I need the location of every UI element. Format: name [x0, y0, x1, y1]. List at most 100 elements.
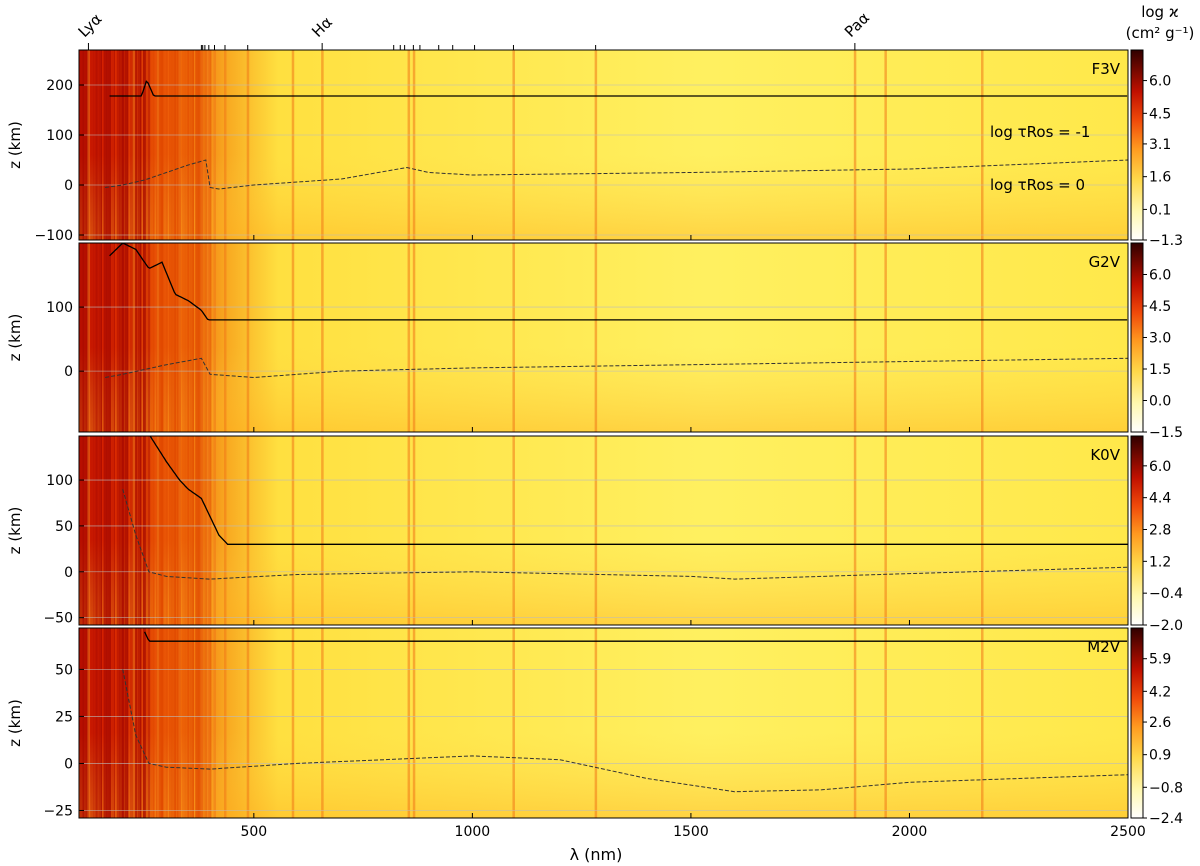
- heatmap-stripe: [95, 436, 98, 625]
- absorption-column: [213, 50, 216, 240]
- absorption-column: [223, 628, 227, 818]
- absorption-column: [200, 436, 203, 625]
- heatmap-stripe: [106, 436, 112, 625]
- absorption-column: [412, 243, 416, 432]
- y-axis-label: z (km): [6, 314, 24, 362]
- panel-k0v: K0V −50 0 50 100 z (km) −2.0 −0.4 1.2 2.8 4.4 6.0: [6, 435, 1183, 634]
- heatmap-stripe: [134, 243, 137, 432]
- y-tick-label: 0: [64, 565, 73, 581]
- heatmap-stripe: [195, 243, 199, 432]
- absorption-column: [132, 436, 136, 625]
- heatmap-stripe: [169, 628, 173, 818]
- heatmap-stripe: [137, 628, 142, 818]
- absorption-column: [412, 628, 416, 818]
- absorption-column: [213, 436, 216, 625]
- heatmap-stripe: [148, 243, 151, 432]
- absorption-column: [207, 628, 211, 818]
- absorption-column: [291, 628, 295, 818]
- heatmap-stripe: [124, 436, 129, 625]
- y-axis-label: z (km): [6, 507, 24, 555]
- colorbar-tick-label: 4.5: [1149, 299, 1171, 315]
- heatmap-stripe: [92, 243, 98, 432]
- heatmap-stripes: [79, 628, 212, 818]
- heatmap-stripe: [150, 628, 155, 818]
- absorption-column: [200, 50, 203, 240]
- panel-label: G2V: [1089, 253, 1121, 271]
- heatmap-stripe: [98, 436, 103, 625]
- heatmap-stripe: [184, 628, 190, 818]
- heatmap-stripe: [137, 436, 142, 625]
- heatmap-stripe: [108, 436, 111, 625]
- heatmap-stripe: [184, 436, 190, 625]
- heatmap-stripe: [158, 50, 164, 240]
- heatmap-stripe: [190, 50, 195, 240]
- heatmap-stripe: [100, 243, 102, 432]
- x-tick-label: 2000: [892, 824, 928, 840]
- absorption-column: [321, 243, 324, 432]
- absorption-column: [512, 243, 515, 432]
- heatmap-stripe: [121, 243, 124, 432]
- colorbar-tick-label: 6.0: [1149, 74, 1171, 90]
- heatmap-stripe: [100, 436, 102, 625]
- heatmap-stripe: [171, 243, 177, 432]
- absorption-column: [412, 50, 416, 240]
- absorption-column: [407, 436, 411, 625]
- heatmap-stripe: [121, 50, 124, 240]
- heatmap-stripe: [119, 243, 125, 432]
- heatmap-stripe: [79, 50, 85, 240]
- tau-0-curve: [105, 159, 1128, 190]
- heatmap-stripe: [127, 628, 129, 818]
- panel-g2v: G2V 0 100 z (km) −1.5 0.0 1.5 3.0 4.5 6.0: [6, 242, 1183, 441]
- heatmap-depth-shade: [79, 50, 1128, 240]
- absorption-column: [206, 628, 209, 818]
- heatmap-stripe: [108, 243, 111, 432]
- absorption-column: [206, 436, 209, 625]
- heatmap-depth-shade: [79, 436, 1128, 625]
- heatmap-stripe: [150, 436, 155, 625]
- colorbar-tick-label: 4.5: [1149, 106, 1171, 122]
- heatmap-stripe: [90, 50, 94, 240]
- colorbar-tick-label: 3.0: [1149, 331, 1171, 347]
- heatmap-stripe: [103, 436, 107, 625]
- y-tick-label: −100: [35, 228, 73, 244]
- absorption-column: [200, 243, 203, 432]
- heatmap-stripe: [82, 436, 85, 625]
- colorbar-tick-label: −1.3: [1149, 233, 1183, 249]
- heatmap-stripe: [113, 50, 115, 240]
- heatmap-stripe: [171, 628, 177, 818]
- colorbar-tick-label: 5.9: [1149, 652, 1171, 668]
- heatmap-stripe: [111, 436, 116, 625]
- colorbar-tick-label: 6.0: [1149, 268, 1171, 284]
- absorption-column: [223, 50, 227, 240]
- heatmap-stripe: [95, 628, 98, 818]
- heatmap-stripe: [150, 243, 155, 432]
- panel-label: M2V: [1087, 638, 1120, 656]
- heatmap-stripe: [85, 628, 90, 818]
- absorption-column: [246, 243, 250, 432]
- heatmap-stripe: [124, 50, 129, 240]
- heatmap-stripe: [79, 436, 85, 625]
- heatmap-stripe: [140, 436, 142, 625]
- absorption-column: [132, 243, 136, 432]
- colorbar-unit: (cm² g⁻¹): [1126, 24, 1195, 42]
- absorption-column: [87, 436, 90, 625]
- colorbar-tick-label: −2.4: [1149, 811, 1183, 827]
- absorption-column: [246, 436, 250, 625]
- absorption-column: [156, 436, 160, 625]
- tau-minus1-label: log τRos = -1: [990, 123, 1090, 141]
- y-tick-label: 100: [46, 473, 73, 489]
- absorption-column: [246, 628, 250, 818]
- tau-minus1-curve: [149, 436, 1128, 545]
- heatmap-stripe: [195, 50, 199, 240]
- colorbar-tick-label: −0.4: [1149, 586, 1183, 602]
- absorption-column: [291, 50, 295, 240]
- absorption-column: [321, 50, 324, 240]
- heatmap-stripe: [85, 243, 90, 432]
- heatmap-stripe: [82, 50, 85, 240]
- heatmap-depth-shade: [79, 243, 1128, 432]
- heatmap-stripe: [98, 243, 103, 432]
- heatmap-stripe: [182, 628, 186, 818]
- heatmap-stripe: [121, 628, 124, 818]
- heatmap-stripe: [85, 50, 90, 240]
- absorption-column: [884, 436, 887, 625]
